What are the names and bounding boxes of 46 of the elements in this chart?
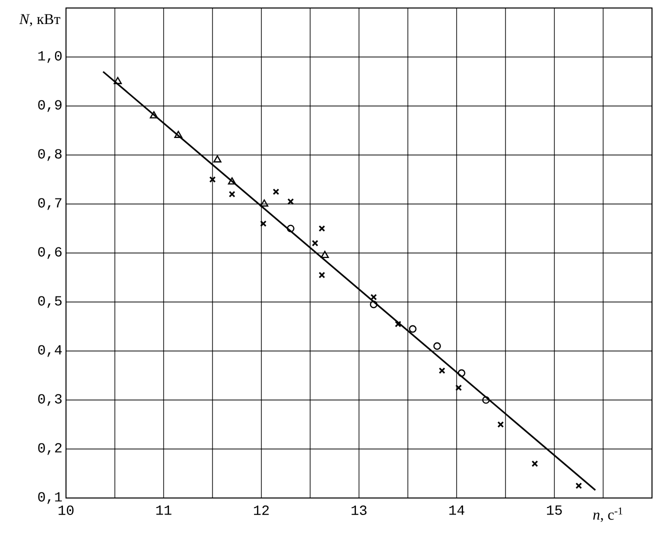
point (532, 460, 538, 467)
point (260, 199, 268, 207)
x-tick-label: 13 (352, 506, 366, 515)
point (287, 198, 294, 205)
point (394, 320, 402, 328)
y-tick-label: 0,4 (38, 345, 62, 357)
y-tick-label: 0,2 (38, 443, 62, 455)
point (174, 130, 182, 138)
point (228, 177, 236, 185)
point (482, 396, 490, 404)
point (438, 367, 446, 374)
x-tick-label: 12 (254, 506, 269, 515)
y-tick-label: 1,0 (38, 51, 62, 63)
y-tick-label: 0,8 (38, 149, 62, 161)
point (370, 300, 378, 308)
point (312, 240, 318, 246)
point (209, 176, 216, 183)
x-tick-label: 14 (449, 506, 464, 515)
x-tick-label: 11 (156, 506, 172, 515)
point (458, 369, 466, 377)
point (213, 155, 222, 162)
point (455, 384, 462, 392)
x-tick-label: 10 (58, 506, 74, 515)
y-tick-label: 0,7 (38, 198, 62, 210)
y-tick-label: 0,3 (38, 394, 62, 406)
point (433, 342, 441, 350)
point (114, 76, 122, 84)
point (286, 224, 294, 232)
x-tick-label: 15 (546, 506, 562, 515)
point (260, 220, 267, 227)
y-tick-label: 0,6 (38, 247, 62, 259)
point (575, 482, 582, 490)
y-tick-label: 0,5 (38, 296, 62, 308)
y-tick-label: 0,1 (38, 492, 62, 504)
point (318, 225, 326, 232)
point (370, 294, 377, 300)
point (228, 190, 236, 198)
point (318, 272, 326, 278)
y-axis-title: N, кВт (19, 14, 60, 26)
point (497, 421, 504, 428)
point (150, 111, 158, 118)
point (272, 188, 280, 196)
point (320, 250, 329, 258)
point (408, 325, 417, 333)
y-tick-label: 0,9 (38, 100, 62, 112)
x-axis-title: n, с$^{-1}$ (593, 508, 622, 522)
